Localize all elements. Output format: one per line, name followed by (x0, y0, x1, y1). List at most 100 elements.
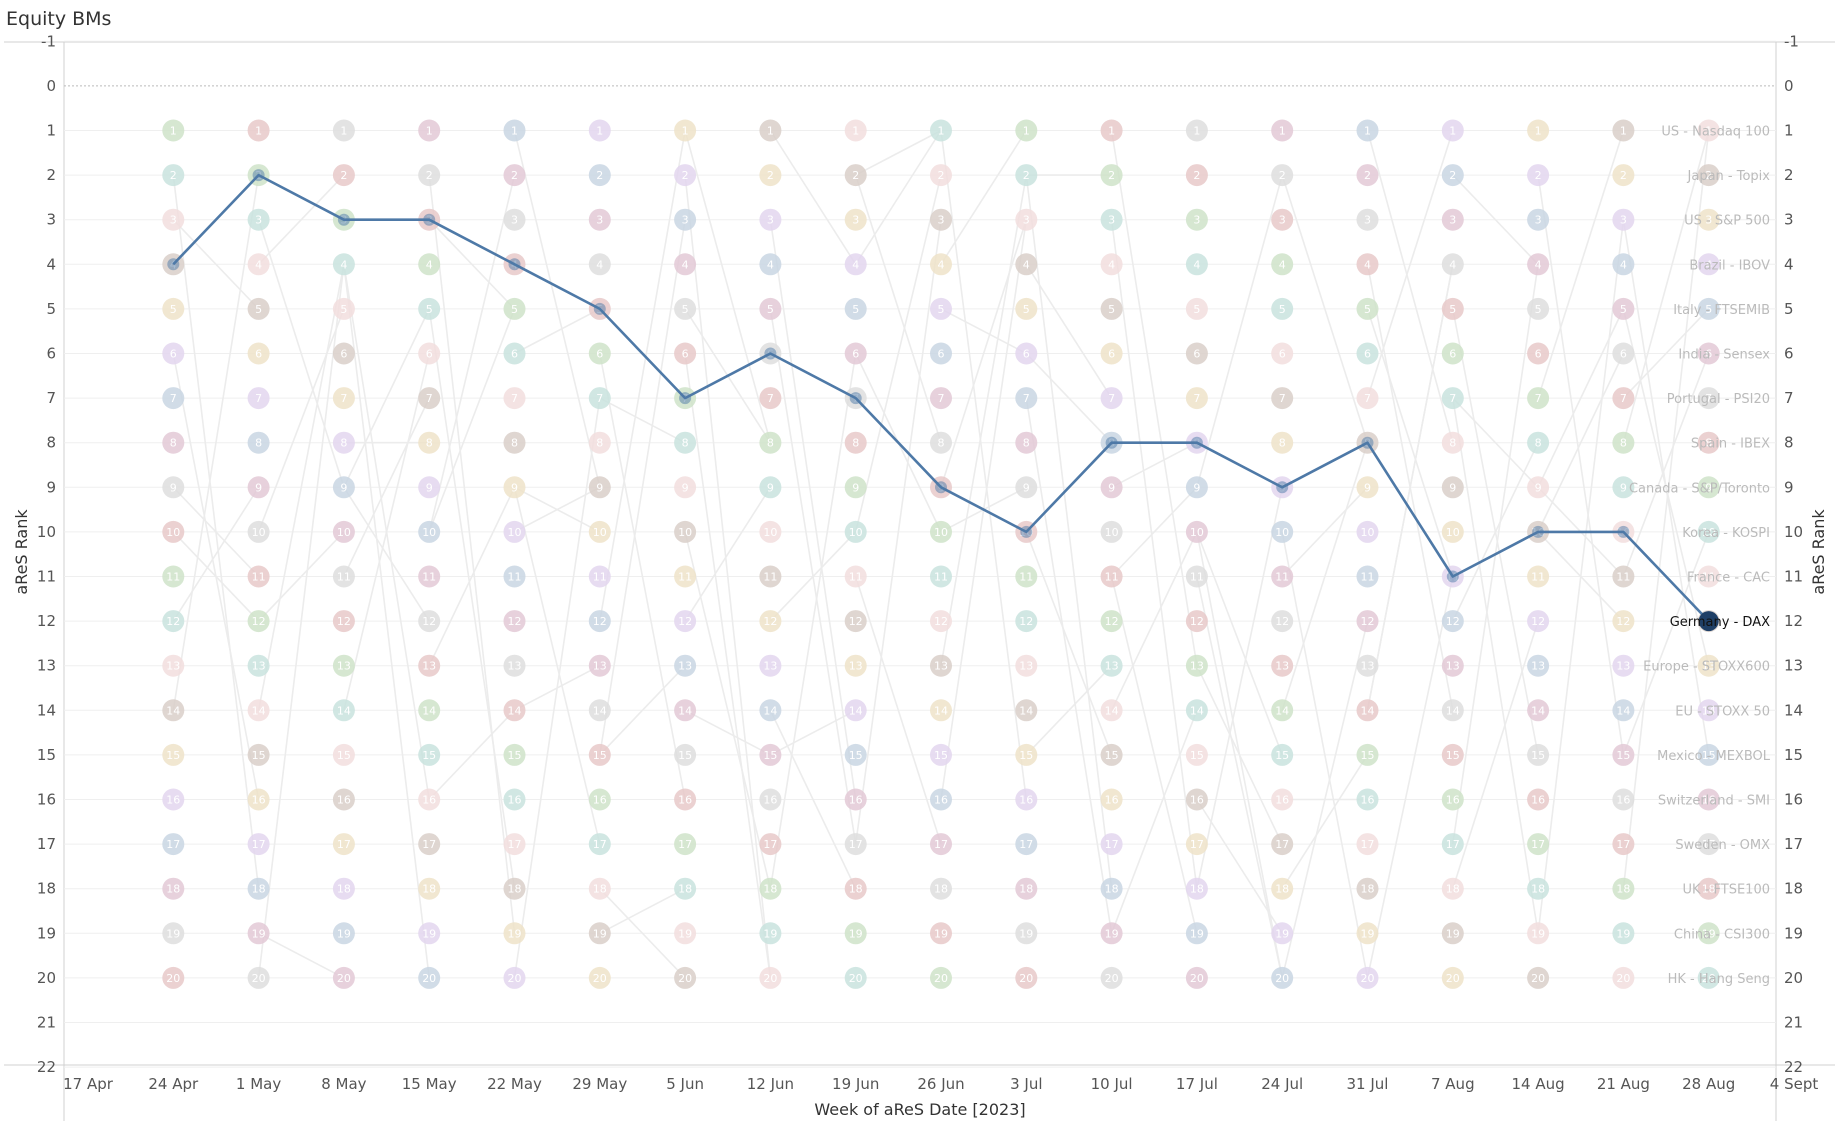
rank-bubble (759, 431, 782, 454)
rank-bubble-label: 13 (1446, 660, 1460, 673)
highlight-point (508, 258, 521, 271)
y-tick-label: 4 (1784, 255, 1794, 273)
rank-bubble-label: 11 (1531, 571, 1545, 584)
rank-bubble (1271, 297, 1294, 320)
rank-bubble-label: 20 (763, 972, 777, 985)
background-series-line (514, 486, 601, 533)
rank-bubble (1356, 833, 1379, 856)
rank-bubble (1015, 966, 1038, 989)
rank-bubble-label: 16 (508, 794, 522, 807)
rank-bubble (1697, 208, 1720, 231)
background-series-line (513, 397, 601, 979)
rank-bubble (1527, 342, 1550, 365)
background-series-line (1110, 531, 1198, 711)
rank-bubble (247, 520, 270, 543)
rank-bubble-label: 11 (849, 571, 863, 584)
y-tick-label: 15 (1784, 746, 1803, 764)
background-series-line (1622, 130, 1710, 889)
rank-bubble-label: 7 (255, 392, 262, 405)
rank-bubble-label: 12 (252, 615, 266, 628)
highlight-point (679, 392, 692, 405)
rank-bubble-label: 2 (938, 169, 945, 182)
rank-bubble (503, 654, 526, 677)
rank-bubble-label: 12 (849, 615, 863, 628)
rank-bubble (1356, 610, 1379, 633)
rank-bubble-label: 14 (166, 704, 180, 717)
rank-bubble (1100, 654, 1123, 677)
rank-bubble-label: 15 (1019, 749, 1033, 762)
background-series-line (172, 486, 260, 622)
rank-bubble-label: 1 (682, 125, 689, 138)
rank-bubble-label: 16 (1361, 794, 1375, 807)
rank-bubble (503, 342, 526, 365)
rank-bubble-label: 17 (1190, 838, 1204, 851)
end-label: Europe - STOXX600 (1643, 660, 1770, 675)
rank-bubble-label: 7 (1364, 392, 1371, 405)
rank-bubble-label: 7 (767, 392, 774, 405)
rank-bubble (418, 164, 441, 187)
rank-bubble (503, 119, 526, 142)
rank-bubble-label: 14 (1361, 704, 1375, 717)
rank-bubble (1612, 342, 1635, 365)
rank-bubble (1271, 788, 1294, 811)
rank-bubble (930, 922, 952, 945)
rank-bubble-label: 11 (1616, 571, 1630, 584)
rank-bubble-label: 19 (337, 927, 351, 940)
rank-bubble-label: 6 (511, 348, 518, 361)
background-series-line (1281, 531, 1369, 979)
rank-bubble (1185, 743, 1208, 766)
rank-bubble-label: 5 (938, 303, 945, 316)
rank-bubble (162, 833, 185, 856)
background-series-line (343, 486, 430, 622)
rank-bubble (844, 833, 867, 856)
background-series-line (599, 888, 686, 979)
rank-bubble (1612, 565, 1635, 588)
rank-bubble-label: 17 (678, 838, 692, 851)
rank-bubble-label: 1 (255, 125, 262, 138)
rank-bubble-label: 16 (1702, 794, 1716, 807)
y-tick-label: 2 (46, 166, 56, 184)
rank-bubble-label: 6 (1279, 348, 1286, 361)
rank-bubble-label: 2 (1364, 169, 1371, 182)
rank-bubble-label: 4 (1449, 258, 1456, 271)
rank-bubble-label: 12 (763, 615, 777, 628)
rank-bubble (674, 476, 697, 499)
background-series-line (1281, 486, 1369, 578)
rank-bubble-label: 6 (170, 348, 177, 361)
rank-bubble-label: 18 (1275, 883, 1289, 896)
y-tick-label: 18 (37, 880, 56, 898)
rank-bubble-label: 15 (508, 749, 522, 762)
rank-bubble-label: 11 (678, 571, 692, 584)
rank-bubble (1100, 922, 1123, 945)
y-tick-label: 0 (1784, 77, 1794, 95)
x-tick-label: 10 Jul (1091, 1075, 1133, 1093)
rank-bubble-label: 3 (1705, 214, 1712, 227)
rank-bubble (844, 208, 867, 231)
rank-bubble-label: 15 (1616, 749, 1630, 762)
rank-bubble-label: 3 (170, 214, 177, 227)
x-tick-label: 4 Sept (1770, 1075, 1819, 1093)
rank-bubble-label: 17 (252, 838, 266, 851)
end-label: Korea - KOSPI (1682, 526, 1770, 541)
rank-bubble (674, 877, 697, 900)
background-series-line (257, 219, 345, 488)
rank-bubble (1271, 253, 1294, 276)
background-series-line (1196, 576, 1283, 979)
y-tick-label: 14 (1784, 701, 1803, 719)
end-label: Brazil - IBOV (1689, 258, 1770, 273)
rank-bubble-label: 19 (849, 927, 863, 940)
rank-bubble (844, 743, 867, 766)
rank-bubble-label: 7 (1193, 392, 1200, 405)
background-series-line (1537, 308, 1625, 488)
rank-bubble (162, 520, 185, 543)
rank-bubble-label: 17 (1702, 838, 1716, 851)
background-series-line (940, 130, 1028, 800)
rank-bubble-label: 11 (593, 571, 607, 584)
rank-bubble (759, 877, 782, 900)
rank-bubble (1100, 119, 1123, 142)
rank-bubble (930, 788, 952, 811)
rank-bubble-label: 12 (508, 615, 522, 628)
rank-bubble-label: 1 (1620, 125, 1627, 138)
y-tick-label: 8 (1784, 434, 1794, 452)
rank-bubble (1356, 164, 1379, 187)
